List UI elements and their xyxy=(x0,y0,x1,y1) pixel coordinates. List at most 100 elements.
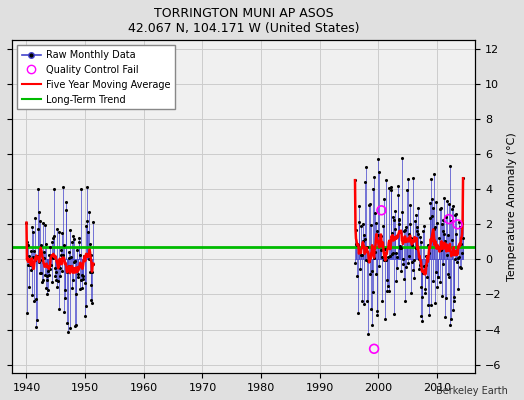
Point xyxy=(403,236,411,242)
Point xyxy=(421,290,430,296)
Point xyxy=(362,164,370,170)
Point xyxy=(392,250,400,256)
Point xyxy=(427,302,435,308)
Point xyxy=(71,323,79,330)
Point xyxy=(38,257,46,264)
Point xyxy=(403,176,412,182)
Point xyxy=(393,254,401,260)
Point xyxy=(452,230,460,237)
Point xyxy=(67,264,75,270)
Point xyxy=(40,272,49,278)
Point xyxy=(401,227,409,234)
Point xyxy=(30,257,39,264)
Point xyxy=(58,268,66,275)
Point xyxy=(441,238,449,244)
Point xyxy=(89,219,97,226)
Point xyxy=(359,237,367,244)
Point xyxy=(373,227,381,234)
Point xyxy=(444,232,452,238)
Point xyxy=(459,175,467,182)
Point xyxy=(358,252,366,258)
Point xyxy=(83,218,91,224)
Point xyxy=(394,192,402,198)
Point xyxy=(32,324,40,330)
Point xyxy=(68,285,76,292)
Point xyxy=(72,290,81,297)
Point xyxy=(356,249,365,255)
Point xyxy=(434,274,442,280)
Point xyxy=(409,267,417,274)
Point xyxy=(37,279,46,285)
Point xyxy=(450,294,458,300)
Point xyxy=(369,174,378,180)
Point xyxy=(23,239,31,245)
Point xyxy=(381,177,390,183)
Point xyxy=(402,187,411,194)
Point xyxy=(435,246,443,252)
Point xyxy=(84,229,92,236)
Point xyxy=(81,312,89,319)
Point xyxy=(80,257,88,263)
Point xyxy=(82,222,90,229)
Point xyxy=(370,210,379,216)
Point xyxy=(439,216,447,223)
Point xyxy=(424,311,433,318)
Point xyxy=(422,262,430,268)
Point xyxy=(26,261,35,268)
Point xyxy=(428,213,436,219)
Point xyxy=(67,254,75,260)
Point xyxy=(75,286,84,293)
Point xyxy=(66,254,74,261)
Point xyxy=(89,260,97,267)
Point xyxy=(364,330,373,337)
Point xyxy=(445,200,453,207)
Point xyxy=(378,254,386,260)
Point xyxy=(360,301,368,308)
Point xyxy=(40,249,48,255)
Point xyxy=(414,231,422,238)
Point xyxy=(435,205,444,212)
Point xyxy=(37,242,45,248)
Point xyxy=(391,278,400,284)
Point xyxy=(424,242,432,248)
Point xyxy=(406,220,414,227)
Point xyxy=(378,298,387,304)
Point xyxy=(377,207,386,214)
Point xyxy=(52,277,60,284)
Point xyxy=(365,258,374,265)
Point xyxy=(63,264,72,270)
Point xyxy=(83,250,92,257)
Point xyxy=(456,265,465,272)
Point xyxy=(47,252,56,259)
Point xyxy=(364,258,372,264)
Point xyxy=(41,222,49,228)
Point xyxy=(42,272,51,279)
Point xyxy=(37,270,46,276)
Point xyxy=(57,247,66,253)
Point xyxy=(436,278,444,285)
Point xyxy=(62,320,71,326)
Point xyxy=(445,216,453,222)
Point xyxy=(438,220,446,227)
Point xyxy=(401,298,410,304)
Point xyxy=(54,278,62,284)
Point xyxy=(408,259,417,265)
Point xyxy=(365,202,373,208)
Point xyxy=(64,263,73,269)
Point xyxy=(428,196,436,202)
Point xyxy=(410,218,419,224)
Point xyxy=(355,219,364,226)
Point xyxy=(57,251,65,258)
Point xyxy=(62,206,70,213)
Point xyxy=(429,204,437,211)
Point xyxy=(24,262,32,268)
Point xyxy=(402,224,410,230)
Point xyxy=(375,168,384,175)
Point xyxy=(392,265,401,271)
Point xyxy=(387,187,395,193)
Point xyxy=(421,286,429,292)
Title: TORRINGTON MUNI AP ASOS
42.067 N, 104.171 W (United States): TORRINGTON MUNI AP ASOS 42.067 N, 104.17… xyxy=(128,7,359,35)
Point xyxy=(384,283,392,289)
Point xyxy=(377,247,386,254)
Point xyxy=(61,199,70,205)
